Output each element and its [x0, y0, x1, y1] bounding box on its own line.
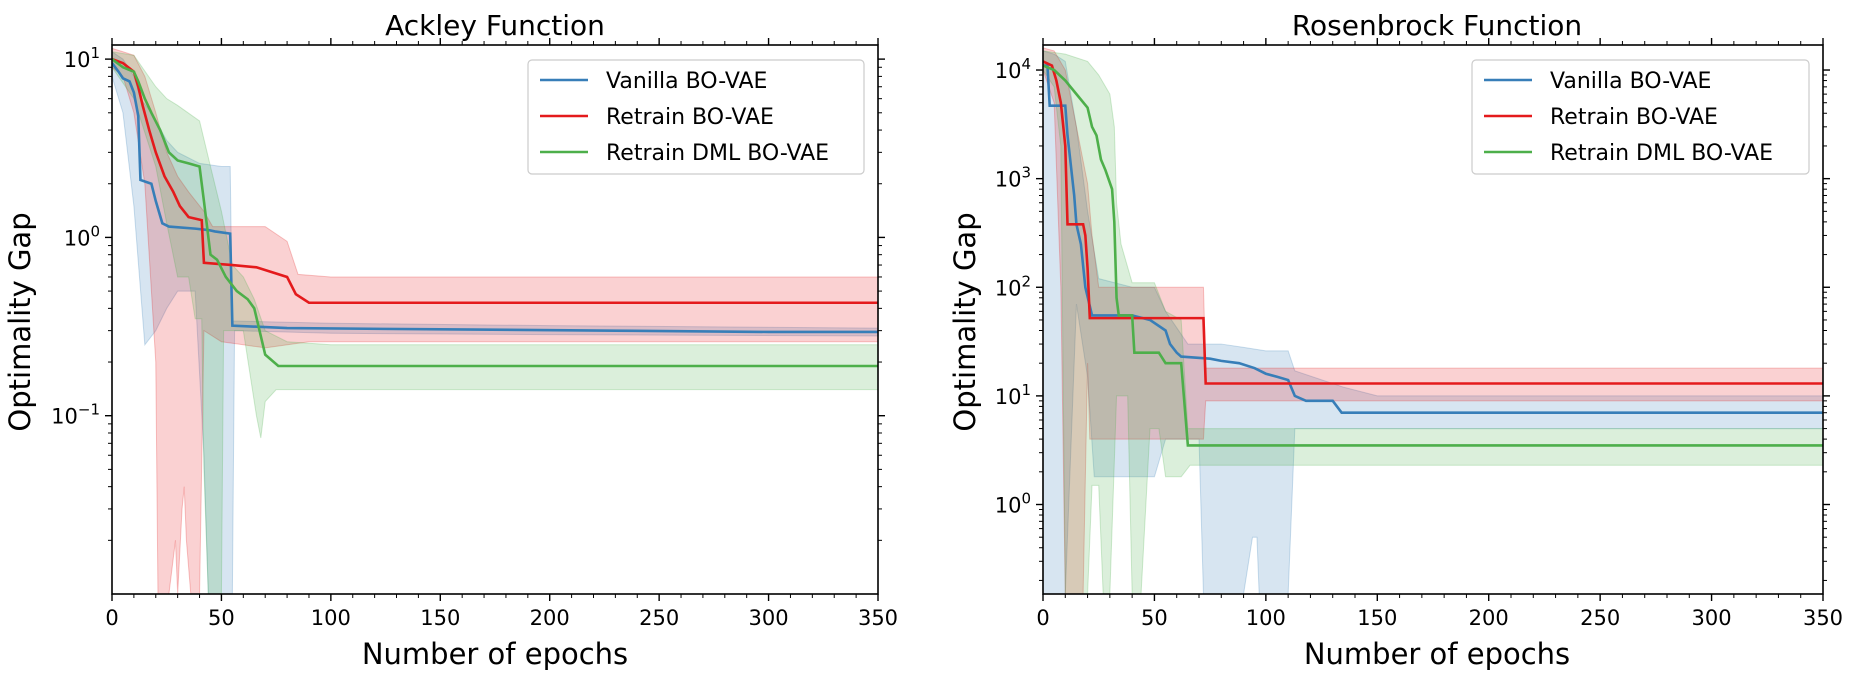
x-tick-label: 50: [208, 606, 235, 630]
legend: Vanilla BO-VAE Retrain BO-VAE Retrain DML …: [1471, 59, 1810, 175]
x-tick-label: 100: [311, 606, 351, 630]
confidence-band-1: [112, 47, 878, 594]
y-tick-label: 102: [995, 272, 1031, 300]
x-tick-label: 150: [420, 606, 460, 630]
x-tick-label: 250: [1580, 606, 1620, 630]
series-line-1: [112, 57, 878, 305]
x-axis-label: Number of epochs: [1304, 637, 1570, 671]
x-tick-label: 300: [1692, 606, 1732, 630]
axes-frame: [111, 44, 879, 595]
legend-box: [1471, 59, 1810, 175]
series-line-2: [1043, 64, 1823, 447]
x-axis-label: Number of epochs: [362, 637, 628, 671]
plot-area: [1043, 47, 1823, 594]
legend-label-1: Retrain BO-VAE: [1550, 105, 1718, 130]
legend-label-2: Retrain DML BO-VAE: [606, 141, 829, 166]
plot-area: [112, 47, 878, 594]
x-tick-label: 300: [749, 606, 789, 630]
confidence-band-2: [1043, 50, 1823, 594]
legend-label-0: Vanilla BO-VAE: [606, 69, 767, 94]
x-tick-label: 150: [1357, 606, 1397, 630]
legend-label-1: Retrain BO-VAE: [606, 105, 774, 130]
y-tick-label: 101: [995, 381, 1031, 409]
x-tick-label: 350: [1803, 606, 1843, 630]
x-tick-label: 250: [639, 606, 679, 630]
series-line-0: [112, 62, 878, 334]
y-tick-label: 101: [64, 44, 100, 72]
legend: Vanilla BO-VAE Retrain BO-VAE Retrain DML …: [527, 59, 865, 175]
series-line-0: [1043, 64, 1823, 415]
x-tick-label: 200: [530, 606, 570, 630]
chart-title: Rosenbrock Function: [1292, 9, 1582, 42]
y-tick-label: 104: [995, 55, 1031, 83]
x-tick-label: 0: [105, 606, 118, 630]
series-line-1: [1043, 60, 1823, 385]
x-tick-label: 50: [1141, 606, 1168, 630]
confidence-band-0: [1043, 50, 1823, 594]
ackley-chart: Ackley Function Optimality Gap Number of…: [3, 9, 898, 671]
legend-box: [527, 59, 865, 175]
legend-label-2: Retrain DML BO-VAE: [1550, 141, 1773, 166]
chart-title: Ackley Function: [385, 9, 605, 42]
series-line-2: [112, 58, 878, 368]
x-tick-label: 0: [1036, 606, 1049, 630]
confidence-band-2: [112, 51, 878, 594]
y-axis-label: Optimality Gap: [3, 212, 37, 431]
y-tick-label: 100: [64, 222, 100, 250]
y-tick-label: 10−1: [51, 401, 100, 429]
y-axis-label: Optimality Gap: [948, 212, 982, 431]
confidence-band-0: [112, 51, 878, 594]
x-tick-label: 350: [858, 606, 898, 630]
confidence-band-1: [1043, 47, 1823, 594]
legend-label-0: Vanilla BO-VAE: [1550, 69, 1711, 94]
y-tick-label: 100: [995, 490, 1031, 518]
x-tick-label: 200: [1469, 606, 1509, 630]
x-tick-label: 100: [1246, 606, 1286, 630]
rosenbrock-chart: Rosenbrock Function Optimality Gap Numbe…: [948, 9, 1843, 671]
y-tick-label: 103: [995, 164, 1031, 192]
